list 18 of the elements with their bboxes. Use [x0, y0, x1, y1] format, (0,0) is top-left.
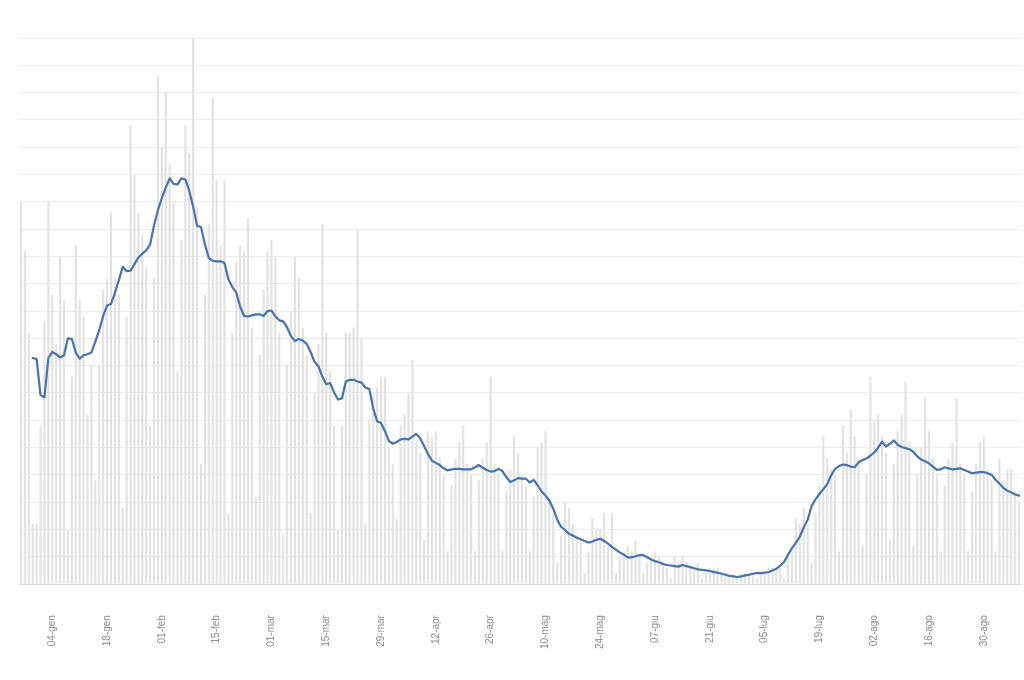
x-tick-label: 07-giu — [648, 615, 660, 643]
x-tick-label: 29-mar — [374, 614, 386, 647]
x-tick-label: 16-ago — [922, 614, 934, 647]
x-tick-label: 26-apr — [484, 614, 496, 644]
x-tick-label: 01-feb — [155, 614, 167, 644]
x-tick-label: 12-apr — [429, 614, 441, 644]
x-tick-label: 04-gen — [46, 615, 58, 647]
x-tick-label: 15-mar — [320, 614, 331, 647]
x-tick-label: 30-ago — [977, 614, 989, 647]
x-tick-label: 10-mag — [539, 615, 551, 649]
x-tick-label: 15-feb — [210, 614, 222, 644]
x-tick-label: 05-lug — [758, 615, 770, 643]
x-tick-label: 19-lug — [813, 615, 825, 643]
x-tick-label: 21-giu — [703, 615, 715, 643]
x-tick-label: 18-gen — [100, 615, 112, 647]
x-tick-label: 02-ago — [867, 614, 879, 647]
x-tick-label: 01-mar — [265, 614, 277, 647]
x-tick-label: 24-mag — [593, 615, 605, 649]
